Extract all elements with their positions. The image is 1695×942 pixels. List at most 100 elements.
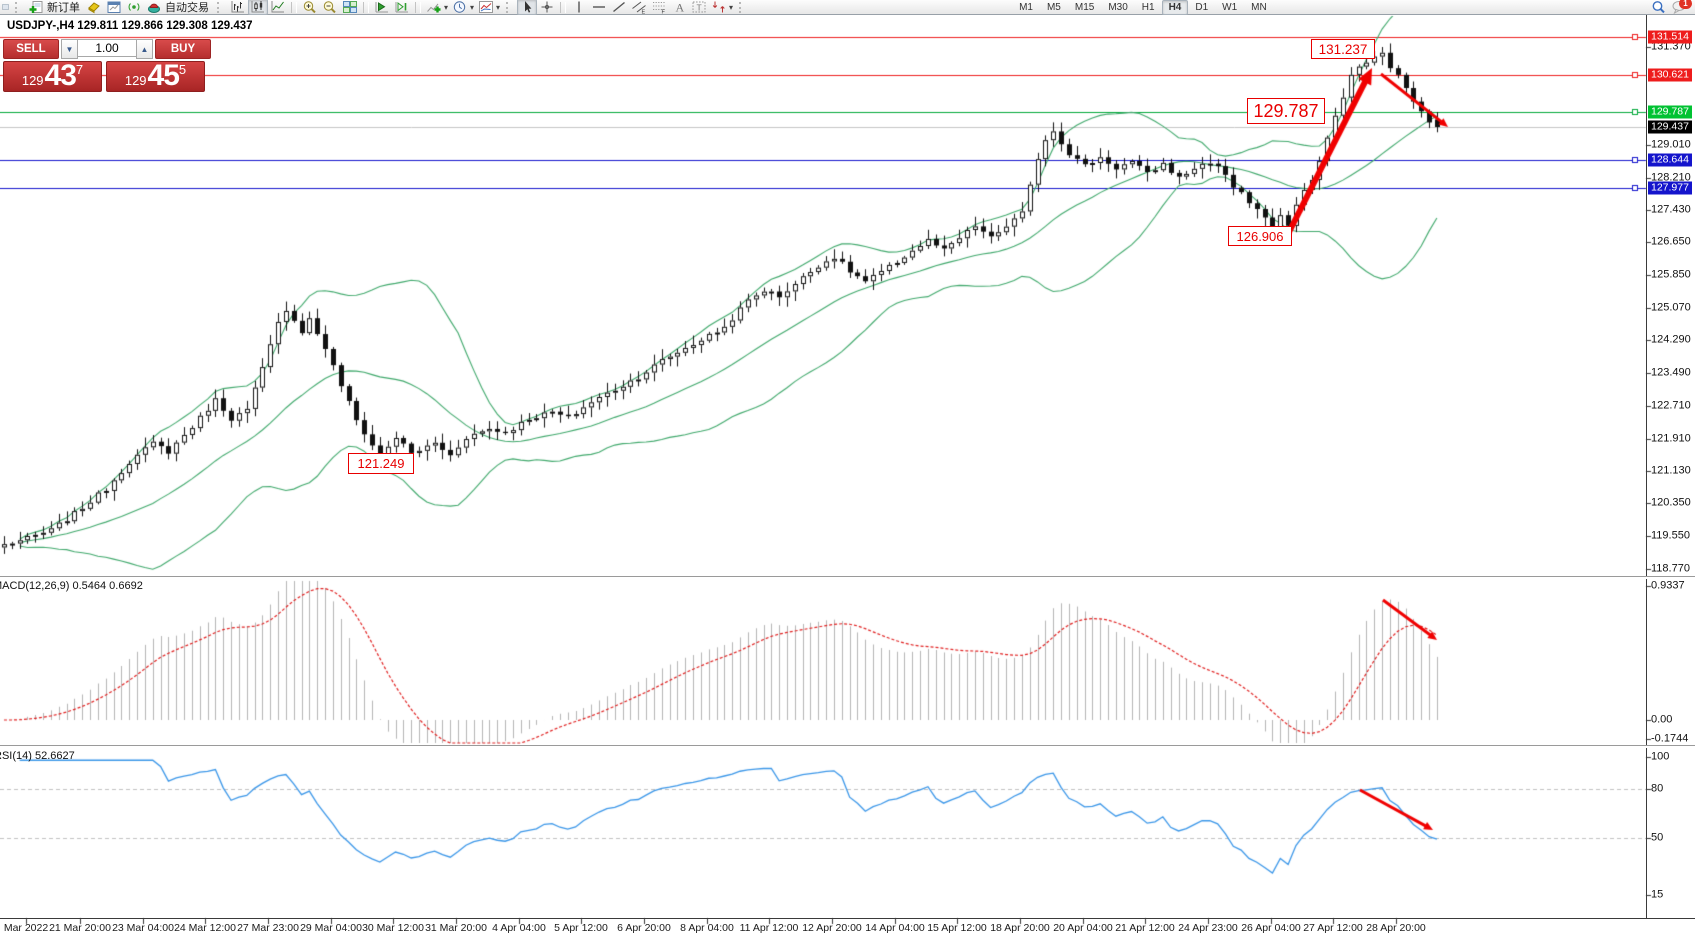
text-icon[interactable]: A [669,0,689,15]
search-icon[interactable] [1649,0,1669,15]
signal-icon[interactable] [124,0,144,15]
price-axis-label: 129.010 [1651,138,1691,151]
arrows-icon[interactable] [709,0,729,15]
tile-windows-icon[interactable] [340,0,360,15]
autoscroll-icon[interactable] [372,0,392,15]
arrows-icon-dropdown[interactable]: ▾ [729,2,734,12]
toolbar-drag-handle[interactable] [739,1,746,13]
date-axis-label: 8 Apr 04:00 [680,922,734,934]
date-axis-label: 5 Apr 12:00 [554,922,608,934]
price-annotation[interactable]: 129.787 [1247,98,1325,124]
line-chart-icon[interactable] [268,0,288,15]
new-order-icon[interactable] [26,0,46,15]
chat-unread-badge: 1 [1679,0,1692,9]
macd-axis-label: 0.9337 [1651,579,1685,592]
candlestick-icon[interactable] [248,0,268,15]
timeframe-m5[interactable]: M5 [1046,1,1061,13]
timeframe-m30[interactable]: M30 [1108,1,1128,13]
ask-pips: 45 [147,59,180,92]
ask-price-box[interactable]: 129 45 5 [106,61,205,92]
price-axis-label: 127.430 [1651,203,1691,216]
rsi-axis-label: 80 [1651,782,1664,795]
price-line-badge: 129.787 [1648,105,1692,119]
add-indicator-icon[interactable] [424,0,444,15]
date-axis-label: 27 Mar 23:00 [237,922,299,934]
timeframe-h4[interactable]: H4 [1161,0,1189,15]
svg-text:T: T [697,3,702,13]
price-axis-label: 131.370 [1651,40,1691,53]
date-axis-line [0,918,1695,919]
toolbar-drag-handle[interactable] [15,1,22,13]
ask-pipette: 5 [178,62,187,77]
date-axis-label: 12 Apr 20:00 [802,922,862,934]
date-axis-label: 24 Apr 23:00 [1178,922,1238,934]
cursor-icon[interactable] [517,0,538,15]
rsi-axis-label: 50 [1651,831,1664,844]
volume-increase-button[interactable]: ▲ [136,39,153,59]
timeframe-m15[interactable]: M15 [1074,1,1095,13]
date-axis-label: 14 Apr 04:00 [865,922,925,934]
eraser-icon[interactable] [84,0,104,15]
rsi-axis-label: 15 [1651,888,1664,901]
toolbar-separator [560,1,567,13]
bid-price-box[interactable]: 129 43 7 [3,61,102,92]
toolbar-drag-handle[interactable] [217,1,224,13]
trendline-icon[interactable] [609,0,629,15]
chat-icon[interactable]: 1 [1669,0,1692,15]
price-axis-label: 123.490 [1651,366,1691,379]
crosshair-icon[interactable] [537,0,557,15]
template-icon[interactable] [476,0,496,15]
template-icon-dropdown[interactable]: ▾ [496,2,501,12]
price-axis-line [1646,15,1647,918]
price-annotation[interactable]: 126.906 [1228,226,1292,246]
zoom-out-icon[interactable] [320,0,340,15]
svg-text:A: A [676,1,685,15]
window-icon[interactable] [1,0,11,15]
hline-icon[interactable] [589,0,609,15]
sell-button[interactable]: SELL [3,39,59,59]
price-line-badge: 130.621 [1648,68,1692,82]
buy-button[interactable]: BUY [155,39,211,59]
zoom-in-icon[interactable] [300,0,320,15]
pane-separator-macd[interactable] [0,576,1695,579]
toolbar-drag-handle[interactable] [506,1,513,13]
fibonacci-icon[interactable]: F [649,0,669,15]
period-clock-icon[interactable] [450,0,470,15]
price-axis-label: 125.070 [1651,301,1691,314]
volume-decrease-button[interactable]: ▼ [61,39,78,59]
price-axis-label: 118.770 [1651,562,1690,575]
date-axis-label: 28 Apr 20:00 [1366,922,1426,934]
channel-icon[interactable]: E [629,0,649,15]
timeframe-w1[interactable]: W1 [1222,1,1238,13]
date-axis-label: Mar 2022 [3,922,49,934]
date-axis-label: 26 Apr 04:00 [1241,922,1301,934]
pane-separator-rsi[interactable] [0,745,1695,748]
price-annotation[interactable]: 121.249 [348,453,414,474]
price-axis-label: 122.710 [1651,399,1691,412]
period-clock-icon-dropdown[interactable]: ▾ [470,2,475,12]
bar-chart-icon[interactable] [228,0,248,15]
price-line-badge: 129.437 [1648,120,1692,134]
price-annotation[interactable]: 131.237 [1311,39,1375,59]
autotrade-icon[interactable] [144,0,164,15]
vline-icon[interactable] [569,0,589,15]
volume-input[interactable] [78,39,136,57]
date-axis-label: 15 Apr 12:00 [927,922,987,934]
price-axis-label: 128.210 [1651,171,1691,184]
date-axis-label: 11 Apr 12:00 [739,922,799,934]
timeframe-mn[interactable]: MN [1251,1,1267,13]
label-icon[interactable]: T [689,0,709,15]
date-axis-label: 24 Mar 12:00 [174,922,236,934]
chart-shift-icon[interactable] [392,0,412,15]
timeframe-d1[interactable]: D1 [1195,1,1209,13]
price-axis-label: 119.550 [1651,529,1690,542]
add-indicator-icon-dropdown[interactable]: ▾ [444,2,449,12]
chart-window-icon[interactable] [104,0,124,15]
rsi-label: RSI(14) 52.6627 [0,750,75,762]
timeframe-h1[interactable]: H1 [1141,1,1155,13]
timeframe-m1[interactable]: M1 [1019,1,1033,13]
new-order-icon-label[interactable]: 新订单 [47,2,80,14]
autotrade-icon-label[interactable]: 自动交易 [165,2,209,14]
